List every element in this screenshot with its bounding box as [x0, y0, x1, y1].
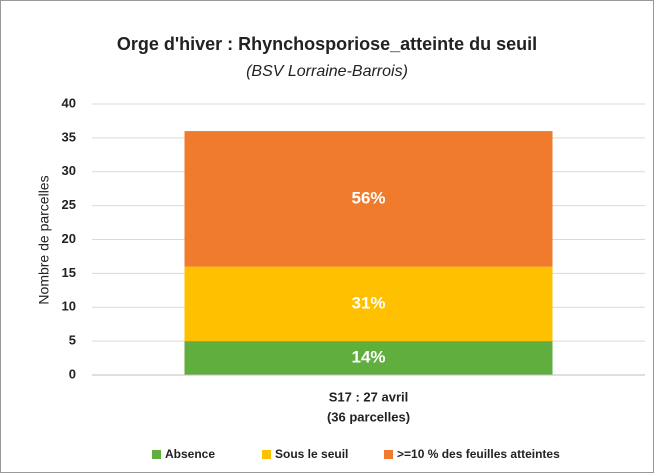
bar-segment	[184, 341, 553, 375]
legend-label: >=10 % des feuilles atteintes	[397, 447, 560, 461]
y-tick-label: 30	[62, 163, 76, 178]
chart-title: Orge d'hiver : Rhynchosporiose_atteinte …	[117, 34, 537, 54]
y-tick-label: 10	[62, 299, 76, 314]
bar-segment	[184, 131, 553, 267]
y-axis-label: Nombre de parcelles	[36, 175, 52, 304]
y-tick-label: 40	[62, 95, 76, 110]
data-label: 31%	[351, 293, 385, 312]
legend-swatch	[384, 450, 393, 459]
legend-label: Sous le seuil	[275, 447, 348, 461]
y-tick-label: 25	[62, 197, 76, 212]
data-label: 14%	[351, 348, 385, 367]
x-tick-label: (36 parcelles)	[327, 409, 410, 424]
y-tick-label: 15	[62, 265, 76, 280]
legend-label: Absence	[165, 447, 215, 461]
y-tick-label: 0	[69, 366, 76, 381]
chart-subtitle: (BSV Lorraine-Barrois)	[246, 63, 408, 80]
legend-swatch	[262, 450, 271, 459]
y-tick-label: 5	[69, 333, 76, 348]
y-tick-label: 20	[62, 231, 76, 246]
bar-segment	[184, 266, 553, 342]
data-label: 56%	[351, 188, 385, 207]
x-tick-label: S17 : 27 avril	[329, 389, 409, 404]
legend-swatch	[152, 450, 161, 459]
y-tick-label: 35	[62, 129, 76, 144]
